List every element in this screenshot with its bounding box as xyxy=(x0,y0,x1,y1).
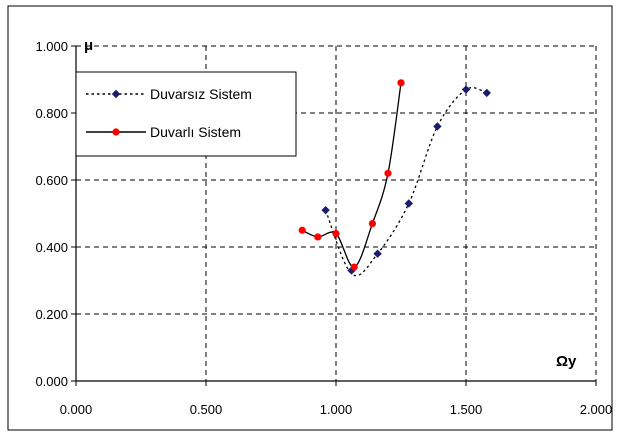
series-2 xyxy=(298,79,405,271)
series-1-point xyxy=(482,88,491,98)
series-2-point xyxy=(332,230,340,238)
series xyxy=(298,79,491,277)
series-2-point xyxy=(397,79,405,87)
series-2-point xyxy=(350,263,358,271)
y-tick-label: 0.000 xyxy=(35,374,68,389)
legend: Duvarsız Sistem Duvarlı Sistem xyxy=(75,71,297,157)
legend-marker-1 xyxy=(111,89,121,99)
y-axis-title: μ xyxy=(84,37,93,54)
x-tick-label: 1.500 xyxy=(450,402,483,417)
series-2-point xyxy=(368,219,376,228)
series-2-point xyxy=(384,169,392,177)
x-tick-label: 0.000 xyxy=(60,402,93,417)
legend-items: Duvarsız Sistem Duvarlı Sistem xyxy=(86,86,252,140)
x-tick-label: 2.000 xyxy=(580,402,613,417)
y-tick-label: 1.000 xyxy=(35,39,68,54)
series-2-point xyxy=(314,233,322,241)
legend-label-1: Duvarsız Sistem xyxy=(150,86,252,102)
x-tick-labels: 0.000 0.500 1.000 1.500 2.000 xyxy=(60,402,613,417)
series-2-point xyxy=(298,226,306,234)
y-tick-labels: 0.000 0.200 0.400 0.600 0.800 1.000 xyxy=(35,39,68,389)
y-tick-label: 0.400 xyxy=(35,240,68,255)
series-1-point xyxy=(321,205,330,215)
series-1 xyxy=(321,85,491,277)
grid xyxy=(76,45,597,381)
legend-marker-2 xyxy=(112,128,120,136)
series-1-point xyxy=(433,122,442,131)
x-axis-title: Ωy xyxy=(556,353,577,370)
legend-label-2: Duvarlı Sistem xyxy=(150,124,241,140)
legend-box xyxy=(75,71,297,157)
chart-frame xyxy=(7,5,613,431)
y-tick-label: 0.200 xyxy=(35,307,68,322)
y-tick-label: 0.600 xyxy=(35,173,68,188)
x-tick-label: 1.000 xyxy=(320,402,353,417)
x-tick-label: 0.500 xyxy=(190,402,223,417)
series-1-point xyxy=(461,85,471,94)
y-tick-label: 0.800 xyxy=(35,106,68,121)
series-1-point xyxy=(404,199,413,208)
series-1-point xyxy=(373,249,382,258)
